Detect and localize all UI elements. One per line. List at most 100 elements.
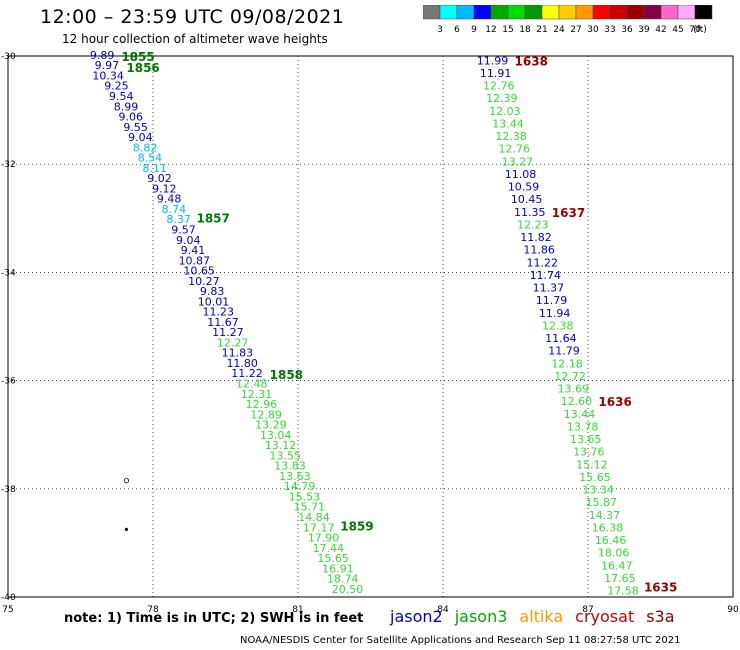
wave-height-label: 16.47 xyxy=(601,559,633,572)
wave-height-label: 10.65 xyxy=(183,265,215,278)
wave-height-label: 11.91 xyxy=(480,67,512,80)
mission-label: s3a xyxy=(646,607,675,626)
wave-height-label: 11.37 xyxy=(533,282,565,295)
pass-time-label: 1637 xyxy=(552,206,585,220)
wave-height-label: 12.27 xyxy=(217,336,249,349)
wave-height-label: 11.83 xyxy=(222,347,254,360)
wave-height-label: 12.76 xyxy=(483,80,515,93)
colorbar-tick-label: 3 xyxy=(437,25,443,35)
wave-height-label: 11.80 xyxy=(226,357,258,370)
wave-height-label: 12.96 xyxy=(246,398,278,411)
wave-height-label: 12.39 xyxy=(486,92,518,105)
wave-height-label: 17.17 xyxy=(303,521,335,534)
colorbar-tick-label: 9 xyxy=(471,25,477,35)
pass-a: 9.899.9710.349.259.548.999.069.559.048.8… xyxy=(90,49,374,596)
wave-height-label: 11.94 xyxy=(539,307,571,320)
wave-height-label: 10.27 xyxy=(188,275,220,288)
mission-label: cryosat xyxy=(575,607,635,626)
wave-height-label: 15.87 xyxy=(586,496,618,509)
wave-height-label: 12.72 xyxy=(554,370,586,383)
island-marker xyxy=(123,478,130,484)
colorbar-tick-label: 24 xyxy=(553,25,565,35)
colorbar-tick-label: 36 xyxy=(621,25,633,35)
wave-height-label: 8.54 xyxy=(138,152,163,165)
colorbar-tick-label: 70 xyxy=(689,25,701,35)
wave-height-label: 9.02 xyxy=(147,172,172,185)
colorbar-tick-label: 21 xyxy=(536,25,547,35)
wave-height-label: 9.57 xyxy=(171,223,196,236)
wave-height-label: 12.23 xyxy=(517,218,549,231)
wave-height-label: 11.79 xyxy=(536,294,568,307)
pass-time-label: 1856 xyxy=(126,61,159,75)
wave-height-label: 13.65 xyxy=(570,433,602,446)
colorbar-tick-label: 33 xyxy=(604,25,615,35)
wave-height-label: 13.12 xyxy=(265,439,297,452)
wave-height-label: 15.12 xyxy=(576,458,608,471)
wave-height-label: 11.86 xyxy=(523,244,555,257)
x-tick-label: 90 xyxy=(727,605,739,615)
x-tick-label: 84 xyxy=(437,605,449,615)
x-tick-label: 78 xyxy=(147,605,159,615)
colorbar-swatch xyxy=(694,5,713,20)
mission-label: altika xyxy=(519,607,564,626)
wave-height-label: 12.48 xyxy=(236,378,268,391)
wave-height-label: 11.64 xyxy=(545,332,577,345)
wave-height-label: 11.79 xyxy=(548,345,580,358)
mission-label: jason2 xyxy=(390,607,443,626)
wave-height-label: 11.22 xyxy=(526,256,558,269)
wave-height-label: 11.22 xyxy=(231,367,263,380)
wave-height-label: 15.71 xyxy=(293,501,325,514)
wave-height-label: 13.63 xyxy=(279,470,311,483)
mission-legend: jason2 jason3 altika cryosat s3a xyxy=(390,607,687,626)
colorbar-tick-label: 18 xyxy=(519,25,531,35)
wave-height-label: 14.84 xyxy=(298,511,330,524)
wave-height-label: 9.55 xyxy=(123,121,148,134)
plot-frame xyxy=(7,55,734,598)
wave-height-label: 13.76 xyxy=(573,446,605,459)
wave-height-label: 16.91 xyxy=(322,562,354,575)
wave-height-label: 12.76 xyxy=(499,143,531,156)
pass-time-label: 1638 xyxy=(515,54,548,68)
wave-height-label: 16.38 xyxy=(592,521,624,534)
pass-b: 11.9911.9112.7612.3912.0313.4412.3812.76… xyxy=(477,54,678,597)
wave-height-label: 12.03 xyxy=(489,105,521,118)
wave-height-label: 13.78 xyxy=(567,420,599,433)
wave-height-label: 17.90 xyxy=(308,532,340,545)
pass-time-label: 1635 xyxy=(644,580,677,594)
pass-time-label: 1858 xyxy=(270,368,303,382)
wave-height-label: 8.99 xyxy=(114,100,139,113)
wave-height-label: 9.06 xyxy=(119,111,144,124)
pass-time-label: 1857 xyxy=(196,211,229,225)
wave-height-label: 12.31 xyxy=(241,388,273,401)
wave-height-label: 13.55 xyxy=(270,449,302,462)
wave-height-label: 15.65 xyxy=(317,552,349,565)
wave-height-label: 12.89 xyxy=(250,408,282,421)
y-tick-label: -32 xyxy=(1,160,16,170)
wave-height-label: 13.44 xyxy=(492,117,524,130)
colorbar-tick-label: 12 xyxy=(485,25,496,35)
page-subtitle: 12 hour collection of altimeter wave hei… xyxy=(62,32,328,46)
y-tick-label: -36 xyxy=(1,377,16,387)
wave-height-label: 16.46 xyxy=(595,534,627,547)
x-tick-label: 81 xyxy=(292,605,303,615)
wave-height-label: 12.60 xyxy=(561,395,593,408)
wave-height-label: 14.79 xyxy=(284,480,316,493)
wave-height-colorbar: 3 6 9 12 15 18 21 24 27 30 33 36 39 42 45 70(ft) xyxy=(423,5,713,35)
wave-height-label: 11.23 xyxy=(203,306,235,319)
wave-height-label: 9.97 xyxy=(95,59,120,72)
credit-line: NOAA/NESDIS Center for Satellite Applica… xyxy=(240,635,681,646)
wave-height-label: 17.44 xyxy=(313,542,345,555)
wave-height-label: 11.27 xyxy=(212,326,244,339)
colorbar-tick-label: 30 xyxy=(587,25,599,35)
wave-height-label: 13.44 xyxy=(564,408,596,421)
mission-label: jason3 xyxy=(454,607,508,626)
wave-height-label: 9.41 xyxy=(181,244,206,257)
wave-height-label: 13.69 xyxy=(558,383,590,396)
y-tick-label: -40 xyxy=(1,593,16,603)
colorbar-tick-label: 39 xyxy=(638,25,650,35)
wave-height-label: 20.50 xyxy=(332,583,364,596)
wave-height-label: 11.99 xyxy=(477,54,509,67)
wave-height-label: 12.38 xyxy=(542,319,574,332)
wave-height-label: 12.18 xyxy=(551,357,583,370)
